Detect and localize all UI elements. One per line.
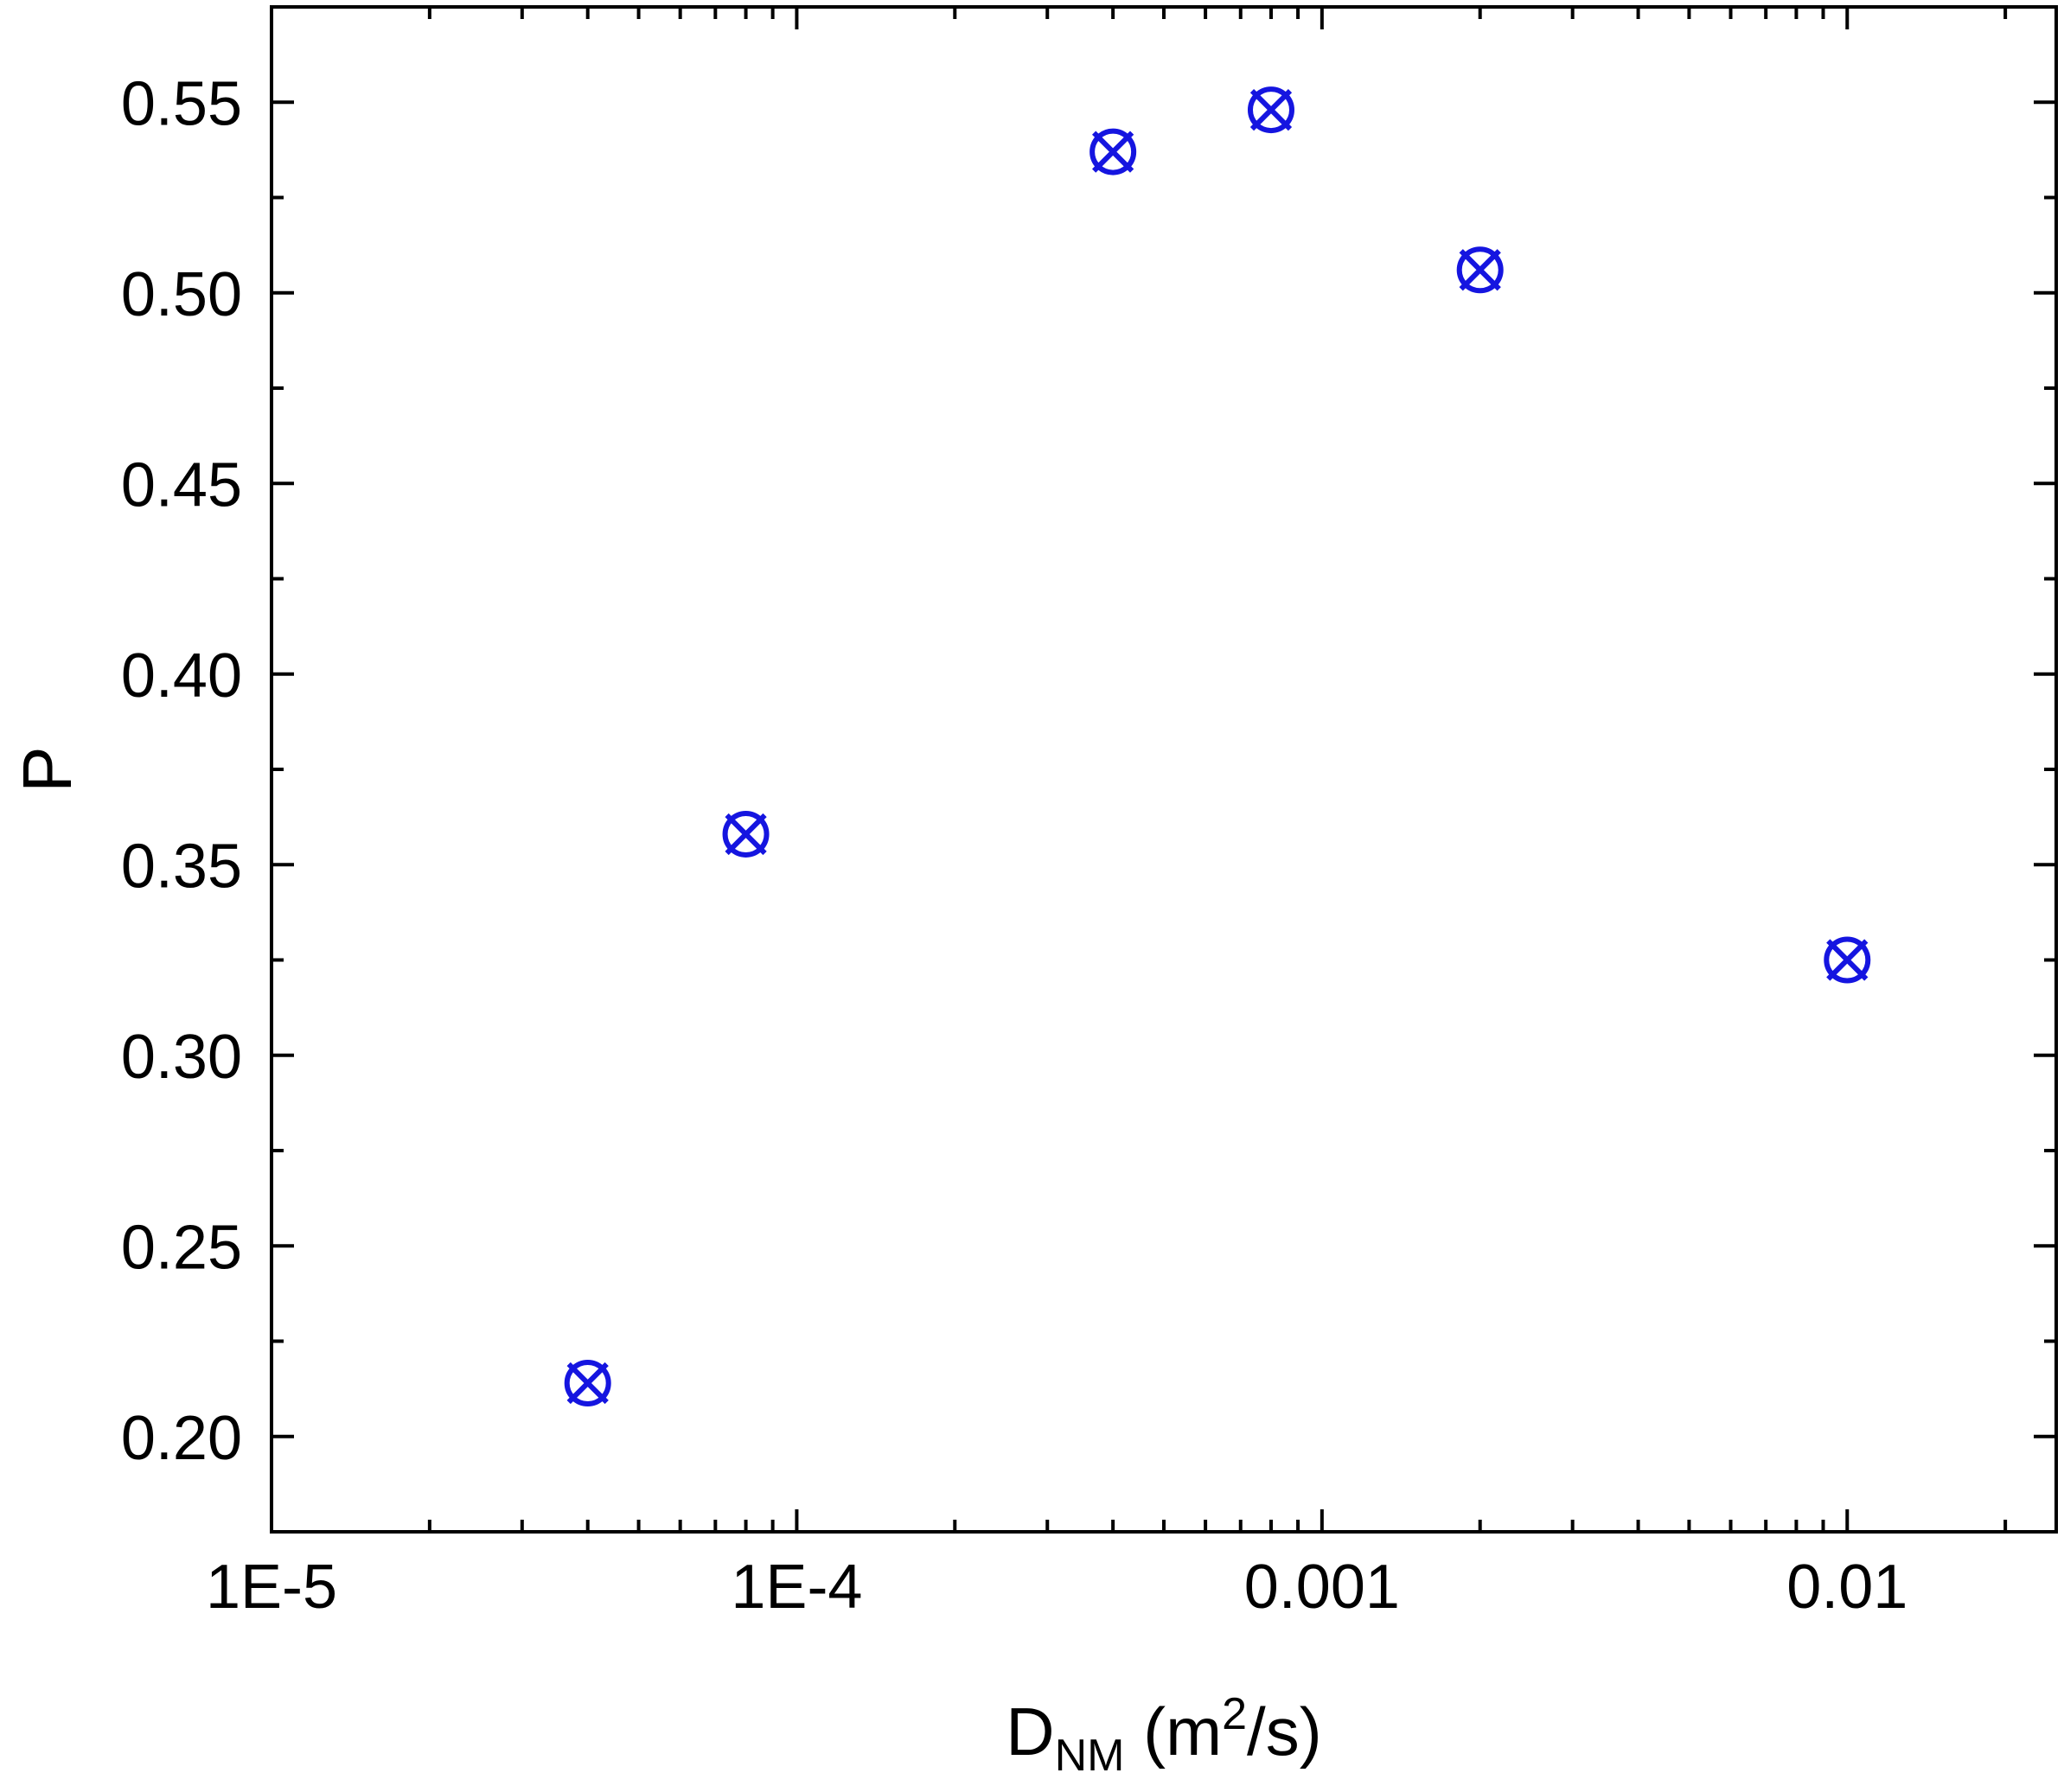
data-points	[564, 86, 1871, 1407]
data-point	[1456, 246, 1504, 294]
x-tick-label: 0.01	[1786, 1553, 1907, 1622]
x-tick-label: 0.001	[1244, 1553, 1400, 1622]
y-tick-labels: 0.20 0.25 0.30 0.35 0.40 0.45 0.50 0.55	[121, 69, 242, 1473]
data-point	[1247, 86, 1294, 134]
x-tick-label: 1E-4	[731, 1553, 862, 1622]
axis-ticks	[270, 5, 2056, 1534]
y-tick-label: 0.45	[121, 450, 242, 520]
y-axis-title: P	[9, 746, 86, 792]
x-axis-title-main: D	[1006, 1693, 1054, 1770]
data-point	[1824, 936, 1871, 984]
x-tick-label: 1E-5	[206, 1553, 337, 1622]
x-tick-labels: 1E-5 1E-4 0.001 0.01	[206, 1553, 1907, 1622]
x-axis-title-superscript: 2	[1222, 1689, 1247, 1739]
data-point	[722, 810, 770, 858]
plot-frame	[270, 5, 2058, 1534]
y-tick-label: 0.40	[121, 641, 242, 711]
x-axis-title-unit-close: /s)	[1247, 1693, 1322, 1770]
x-axis-title-subscript: NM	[1055, 1731, 1125, 1781]
y-tick-label: 0.50	[121, 260, 242, 329]
x-axis-title: DNM (m2/s)	[1006, 1689, 1321, 1781]
y-tick-label: 0.55	[121, 69, 242, 138]
y-tick-label: 0.25	[121, 1213, 242, 1282]
y-tick-label: 0.20	[121, 1404, 242, 1473]
y-tick-label: 0.30	[121, 1023, 242, 1092]
data-point	[1090, 128, 1137, 175]
x-axis-title-unit-open: (m	[1125, 1693, 1223, 1770]
y-tick-label: 0.35	[121, 832, 242, 901]
data-point	[564, 1360, 611, 1407]
